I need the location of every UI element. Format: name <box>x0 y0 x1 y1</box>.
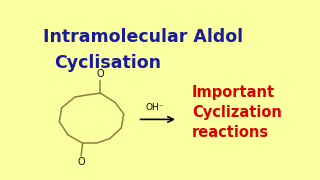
Text: Intramolecular Aldol: Intramolecular Aldol <box>43 28 243 46</box>
Text: Cyclisation: Cyclisation <box>54 54 161 72</box>
Text: OH⁻: OH⁻ <box>146 103 164 112</box>
Text: Important: Important <box>192 85 275 100</box>
Text: O: O <box>97 69 104 79</box>
Text: Cyclization: Cyclization <box>192 105 282 120</box>
Text: O: O <box>77 157 85 167</box>
Text: reactions: reactions <box>192 125 269 140</box>
